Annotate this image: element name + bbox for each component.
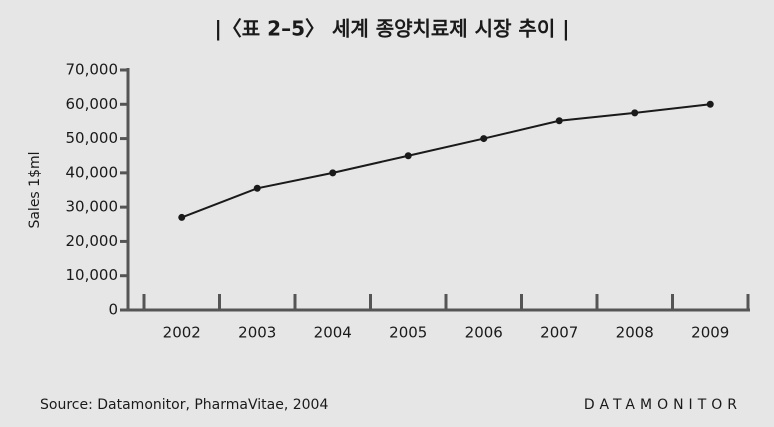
data-point bbox=[480, 135, 488, 143]
data-point bbox=[631, 109, 639, 117]
y-tick-label: 50,000 bbox=[66, 129, 119, 147]
x-tick-label: 2005 bbox=[389, 324, 427, 342]
series-line bbox=[181, 103, 711, 219]
y-tick-label: 20,000 bbox=[66, 232, 119, 250]
x-tick-label: 2004 bbox=[314, 324, 352, 342]
data-point bbox=[706, 100, 714, 108]
y-axis-label: Sales 1$ml bbox=[27, 151, 43, 228]
data-point bbox=[404, 152, 412, 160]
x-tick-label: 2009 bbox=[691, 324, 729, 342]
x-tick-label: 2003 bbox=[238, 324, 276, 342]
y-tick-label: 70,000 bbox=[66, 61, 119, 79]
y-tick-label: 60,000 bbox=[66, 95, 119, 113]
x-tick-label: 2006 bbox=[465, 324, 503, 342]
brand: DATAMONITOR bbox=[584, 397, 742, 413]
y-tick-label: 10,000 bbox=[66, 266, 119, 284]
x-tick-label: 2007 bbox=[540, 324, 578, 342]
y-tick-label: 0 bbox=[108, 301, 118, 319]
y-tick-label: 30,000 bbox=[66, 198, 119, 216]
data-point bbox=[253, 184, 261, 192]
y-tick-label: 40,000 bbox=[66, 163, 119, 181]
data-point bbox=[178, 213, 186, 221]
x-tick-label: 2008 bbox=[616, 324, 654, 342]
x-tick-label: 2002 bbox=[163, 324, 201, 342]
data-point bbox=[329, 169, 337, 177]
chart-title: |〈표 2–5〉 세계 종양치료제 시장 추이 | bbox=[214, 17, 569, 41]
data-point bbox=[555, 117, 563, 125]
source-note: Source: Datamonitor, PharmaVitae, 2004 bbox=[40, 397, 328, 413]
